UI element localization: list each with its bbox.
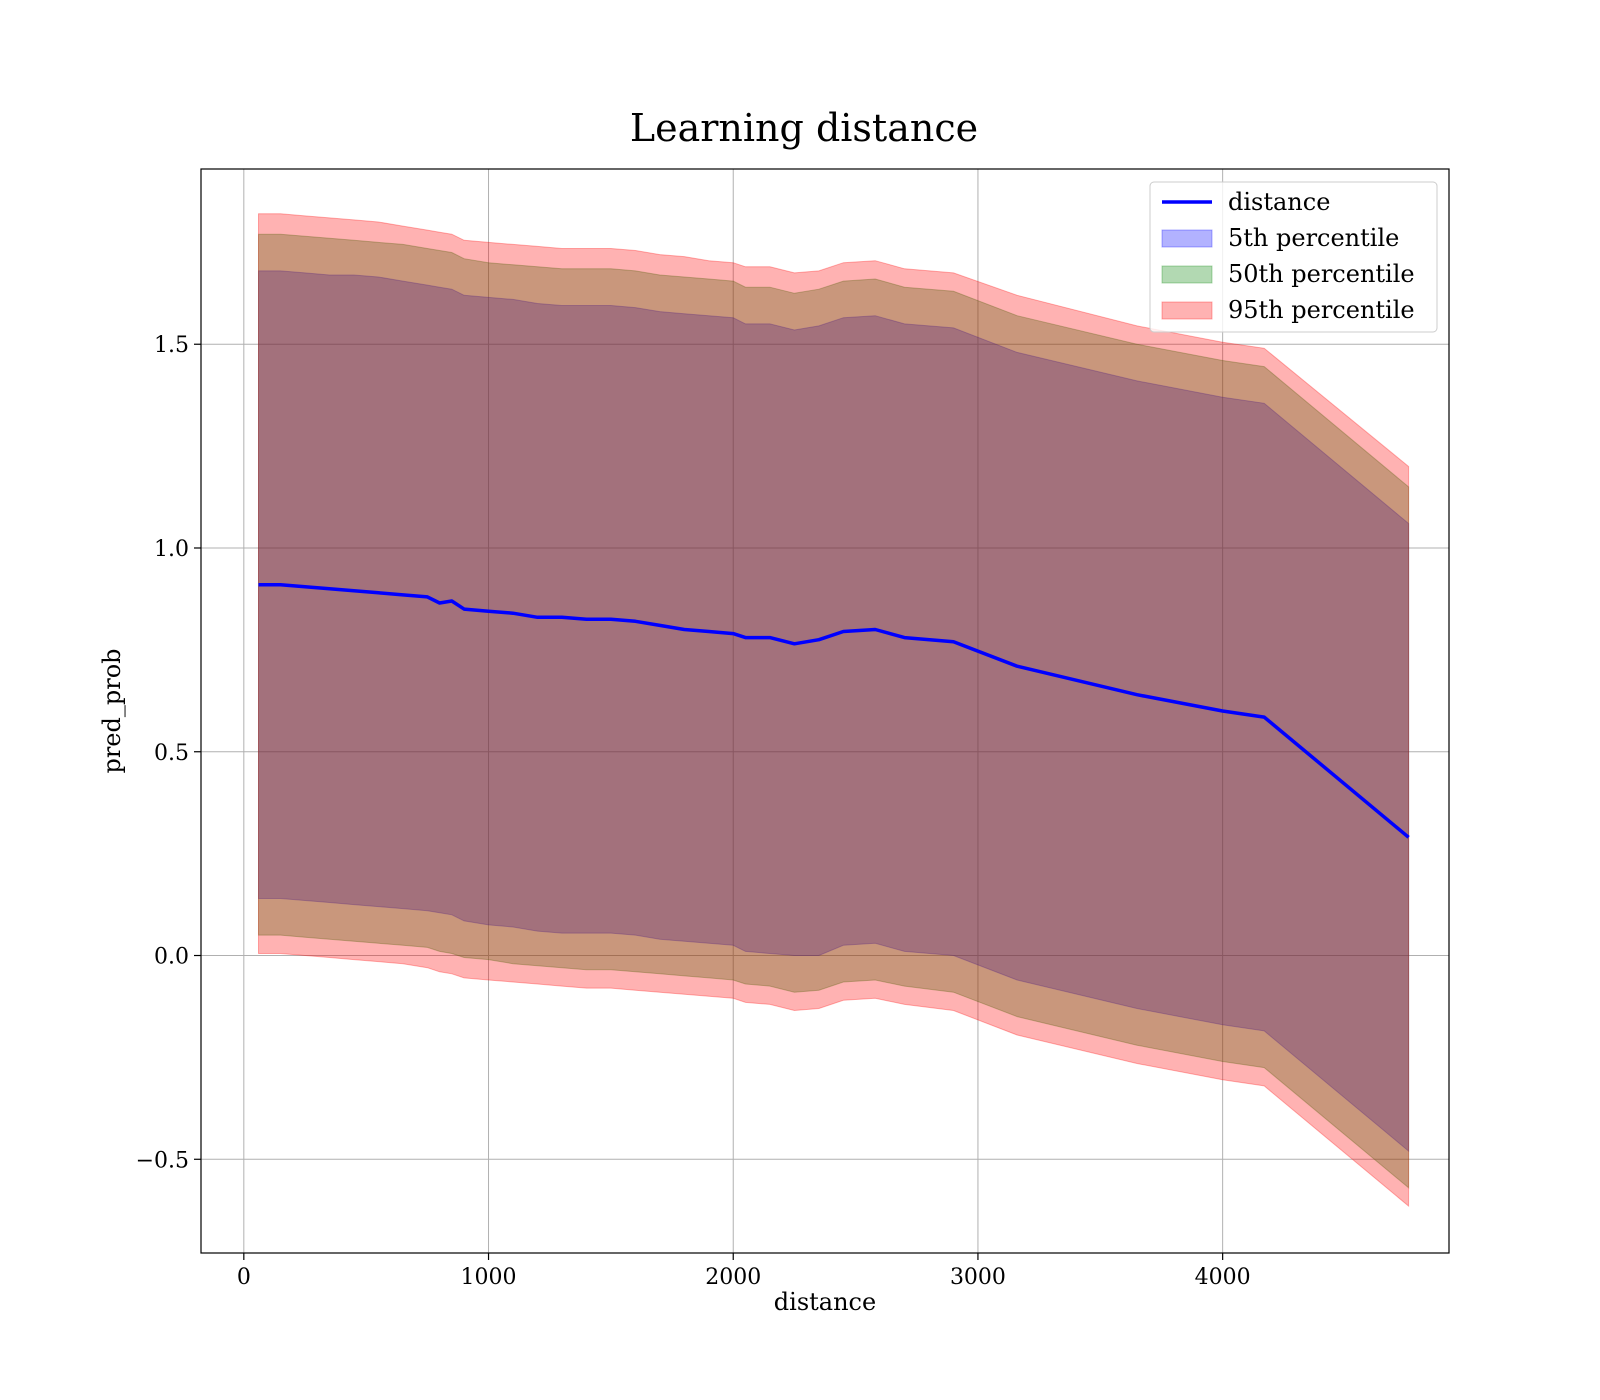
legend-label: 5th percentile	[1228, 224, 1399, 252]
x-axis-label: distance	[774, 1288, 876, 1316]
y-axis-label: pred_prob	[98, 648, 126, 773]
chart-title: Learning distance	[630, 106, 978, 150]
x-tick-label: 2000	[705, 1265, 761, 1290]
plot-frame	[200, 168, 1450, 1254]
axis-ticks: 0 1000 2000 3000 4000 −0.5 0.0 0.5 1.0 1.5	[136, 333, 1251, 1290]
y-tick-label: 1.0	[154, 537, 189, 562]
x-tick-label: 0	[237, 1265, 251, 1290]
legend-label: distance	[1228, 188, 1330, 216]
series-lines	[258, 582, 1410, 839]
x-tick-label: 1000	[461, 1265, 517, 1290]
legend-label: 50th percentile	[1228, 260, 1415, 288]
legend-swatch-band	[1161, 301, 1213, 320]
x-tick-label: 3000	[950, 1265, 1006, 1290]
series-line-distance	[258, 582, 1410, 839]
band-5th-percentile	[258, 270, 1410, 1153]
band-95th-percentile	[258, 213, 1410, 1208]
y-tick-label: 0.5	[154, 741, 189, 766]
legend: distance 5th percentile 50th percentile 95t…	[1149, 181, 1438, 333]
x-tick-label: 4000	[1195, 1265, 1251, 1290]
y-tick-label: 1.5	[154, 333, 189, 358]
legend-swatch-band	[1161, 229, 1213, 248]
legend-label: 95th percentile	[1228, 296, 1415, 324]
band-50th-percentile	[258, 233, 1410, 1189]
percentile-bands	[258, 213, 1410, 1208]
legend-swatch-band	[1161, 265, 1213, 284]
y-tick-label: −0.5	[136, 1148, 189, 1173]
legend-box	[1149, 181, 1438, 333]
y-tick-label: 0.0	[154, 945, 189, 970]
